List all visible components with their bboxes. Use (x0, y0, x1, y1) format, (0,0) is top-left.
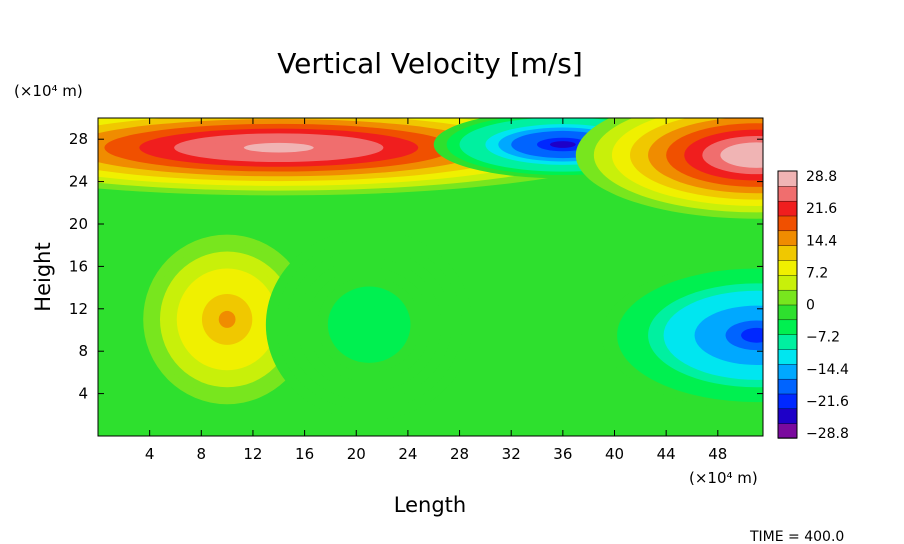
x-tick-label: 28 (450, 445, 469, 463)
colorbar-swatch (777, 333, 798, 350)
colorbar-swatch (777, 244, 798, 261)
plot-frame (97, 117, 764, 437)
x-axis-unit: (×10⁴ m) (689, 469, 758, 487)
colorbar-swatch (777, 378, 798, 395)
x-tick-label: 32 (502, 445, 521, 463)
colorbar-label: −21.6 (806, 394, 849, 410)
y-axis-label: Height (31, 242, 55, 311)
colorbar-swatch (777, 170, 798, 187)
x-tick-label: 12 (243, 445, 262, 463)
y-axis-unit: (×10⁴ m) (14, 82, 83, 100)
colorbar-swatch (777, 304, 798, 321)
colorbar-swatch (777, 289, 798, 306)
y-tick-label: 24 (69, 173, 88, 191)
x-axis-ticks: 4 8 12 16 20 24 28 32 36 40 44 48 (145, 118, 727, 463)
x-tick-label: 8 (197, 445, 207, 463)
x-tick-label: 44 (657, 445, 676, 463)
colorbar-swatch (777, 348, 798, 365)
colorbar-swatch (777, 230, 798, 246)
contour-band (243, 142, 314, 153)
x-tick-label: 20 (347, 445, 366, 463)
contour-band (549, 141, 576, 148)
x-tick-label: 16 (295, 445, 314, 463)
contour-feature (601, 261, 763, 410)
colorbar-label: 14.4 (806, 233, 837, 249)
colorbar-swatch (777, 408, 798, 424)
colorbar-labels: 28.8 21.6 14.4 7.2 0 −7.2 −14.4 −21.6 −28.8 (806, 169, 849, 442)
colorbar-swatch (777, 185, 798, 202)
colorbar-swatch (777, 393, 798, 410)
x-tick-label: 24 (398, 445, 417, 463)
colorbar-label: 21.6 (806, 201, 837, 217)
colorbar-swatch (777, 200, 798, 217)
plot-area (98, 118, 763, 436)
colorbar-swatch (777, 319, 798, 335)
colorbar (777, 170, 798, 439)
x-tick-label: 36 (553, 445, 572, 463)
y-tick-label: 4 (78, 385, 88, 403)
colorbar-label: −7.2 (806, 330, 840, 346)
contour-band (738, 148, 763, 162)
colorbar-swatch (777, 422, 798, 439)
contour-feature (265, 229, 473, 421)
y-tick-label: 12 (69, 300, 88, 318)
colorbar-label: −14.4 (806, 362, 849, 378)
contour-band (218, 310, 236, 328)
y-tick-label: 16 (69, 257, 88, 275)
colorbar-label: 0 (806, 298, 815, 314)
contour-feature (575, 118, 763, 219)
colorbar-swatch (777, 215, 798, 232)
colorbar-swatch (777, 274, 798, 291)
x-tick-label: 4 (145, 445, 155, 463)
colorbar-label: 7.2 (806, 265, 828, 281)
contour-feature (143, 234, 312, 405)
colorbar-label: 28.8 (806, 169, 837, 185)
x-tick-label: 40 (605, 445, 624, 463)
time-annotation: TIME = 400.0 (749, 529, 844, 544)
chart-title: Vertical Velocity [m/s] (277, 47, 583, 80)
colorbar-frame (777, 170, 798, 439)
contour-field (98, 118, 763, 421)
colorbar-swatch (777, 363, 798, 380)
colorbar-label: −28.8 (806, 426, 849, 442)
contour-band (741, 327, 763, 343)
y-tick-label: 8 (78, 342, 88, 360)
x-axis-label: Length (394, 493, 466, 517)
contour-band (358, 315, 380, 335)
y-tick-label: 20 (69, 215, 88, 233)
y-axis-ticks: 4 8 12 16 20 24 28 (69, 130, 763, 403)
x-tick-label: 48 (708, 445, 727, 463)
colorbar-swatch (777, 259, 798, 276)
y-tick-label: 28 (69, 130, 88, 148)
